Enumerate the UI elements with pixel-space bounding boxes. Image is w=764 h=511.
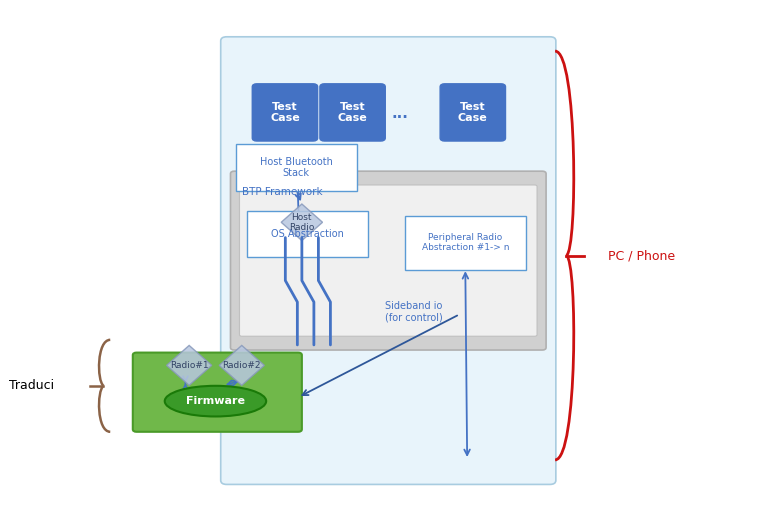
Text: Test
Case: Test Case [338, 102, 367, 123]
Text: PC / Phone: PC / Phone [607, 249, 675, 262]
Text: Test
Case: Test Case [270, 102, 299, 123]
Text: Test
Case: Test Case [458, 102, 487, 123]
FancyBboxPatch shape [247, 211, 368, 257]
FancyBboxPatch shape [231, 171, 546, 350]
FancyBboxPatch shape [221, 37, 556, 484]
Text: Radio#2: Radio#2 [222, 361, 261, 370]
FancyBboxPatch shape [133, 353, 302, 432]
Text: Peripheral Radio
Abstraction #1-> n: Peripheral Radio Abstraction #1-> n [422, 233, 509, 252]
FancyBboxPatch shape [440, 84, 506, 141]
FancyBboxPatch shape [239, 185, 537, 336]
Text: Host Bluetooth
Stack: Host Bluetooth Stack [260, 156, 332, 178]
Text: ...: ... [392, 106, 409, 121]
Polygon shape [281, 204, 322, 241]
Text: OS Abstraction: OS Abstraction [271, 229, 344, 239]
FancyBboxPatch shape [405, 216, 526, 270]
Polygon shape [167, 345, 212, 385]
FancyBboxPatch shape [320, 84, 385, 141]
Polygon shape [219, 345, 264, 385]
Text: Radio#1: Radio#1 [170, 361, 209, 370]
FancyBboxPatch shape [236, 144, 357, 191]
Text: Firmware: Firmware [186, 396, 245, 406]
Ellipse shape [165, 386, 266, 416]
Text: Traduci: Traduci [8, 379, 54, 392]
Text: BTP Framework: BTP Framework [241, 187, 322, 197]
Text: Host
Radio: Host Radio [290, 213, 315, 232]
Text: Sideband io
(for control): Sideband io (for control) [384, 301, 442, 322]
FancyBboxPatch shape [252, 84, 318, 141]
